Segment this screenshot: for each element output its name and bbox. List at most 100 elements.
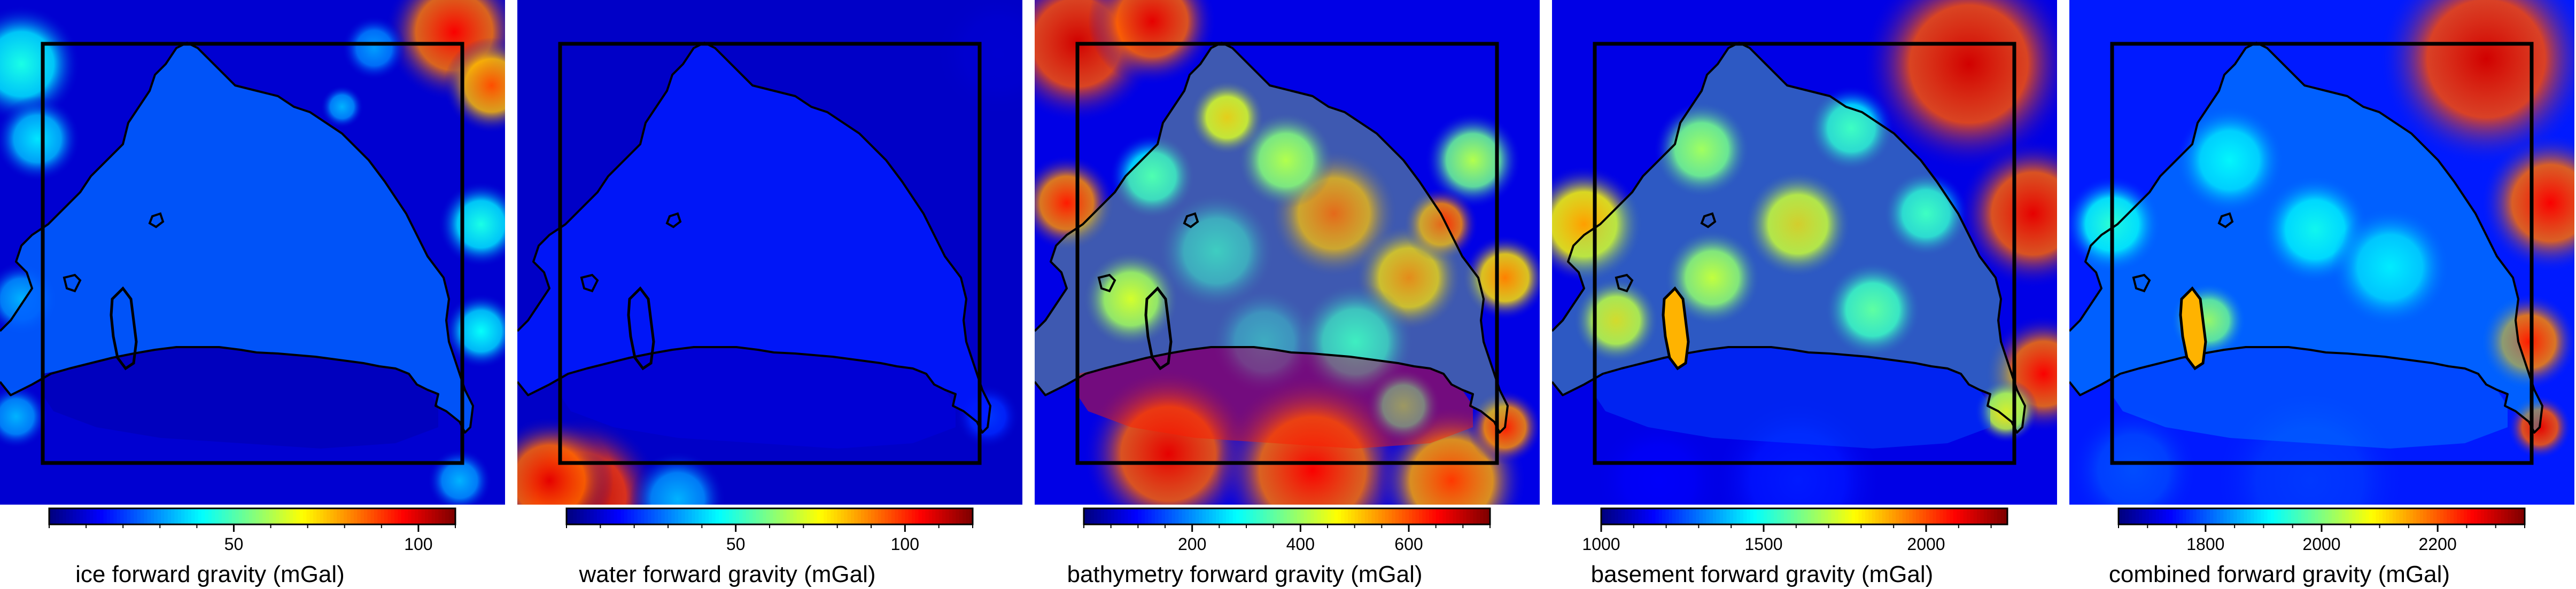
colorbar-swatch — [2119, 508, 2123, 524]
colorbar-swatch — [431, 508, 436, 524]
colorbar-swatch — [120, 508, 125, 524]
island-outline — [1615, 273, 1634, 293]
colorbar-swatch — [1297, 508, 1301, 524]
colorbar-swatch — [384, 508, 389, 524]
colorbar-swatch — [1368, 508, 1372, 524]
colorbar-swatch — [851, 508, 855, 524]
colorbar-swatch — [1706, 508, 1710, 524]
colorbar-swatch — [1334, 508, 1338, 524]
colorbar-swatch — [154, 508, 158, 524]
colorbar-swatch — [2504, 508, 2509, 524]
colorbar-swatch — [2308, 508, 2312, 524]
colorbar-swatch — [884, 508, 889, 524]
coastline-path — [2069, 42, 2543, 434]
colorbar-swatch — [671, 508, 676, 524]
anomaly-blob — [2481, 133, 2574, 272]
colorbar-swatch — [2122, 508, 2126, 524]
colorbar-swatch — [2457, 508, 2461, 524]
colorbar-swatch — [820, 508, 825, 524]
colorbar-swatch — [692, 508, 696, 524]
colorbar-swatch — [1814, 508, 1819, 524]
colorbar-swatch — [1409, 508, 1413, 524]
colorbar-swatch — [1293, 508, 1298, 524]
colorbar-swatch — [1141, 508, 1145, 524]
colorbar-swatch — [1821, 508, 1825, 524]
colorbar-swatch — [864, 508, 868, 524]
colorbar-swatch — [100, 508, 104, 524]
colorbar-swatch — [2139, 508, 2143, 524]
colorbar-label-basement: basement forward gravity (mGal) — [1591, 561, 1934, 587]
colorbar-swatch — [908, 508, 912, 524]
anomaly-blob — [1825, 262, 1921, 358]
colorbar-swatch — [2301, 508, 2306, 524]
colorbar-swatch — [83, 508, 87, 524]
colorbar-swatch — [1114, 508, 1119, 524]
colorbar-swatch — [1399, 508, 1403, 524]
colorbar-swatch — [1222, 508, 1227, 524]
colorbar-swatch — [252, 508, 257, 524]
anomaly-blob — [0, 384, 48, 449]
colorbar-swatch — [1317, 508, 1322, 524]
colorbar-swatch — [1743, 508, 1748, 524]
colorbar-swatch — [238, 508, 243, 524]
colorbar-swatch — [2487, 508, 2492, 524]
anomaly-blob — [1158, 192, 1275, 310]
island-outline — [1097, 273, 1116, 293]
colorbar-swatch — [259, 508, 263, 524]
colorbar-swatch — [69, 508, 74, 524]
colorbar-swatch — [1121, 508, 1125, 524]
colorbar-swatch — [1642, 508, 1646, 524]
colorbar-swatch — [1189, 508, 1193, 524]
colorbar-swatch — [949, 508, 953, 524]
anomaly-blob — [2069, 406, 2198, 505]
colorbar-swatch — [1608, 508, 1612, 524]
anomaly-blob — [321, 85, 363, 128]
colorbar-swatch — [766, 508, 770, 524]
colorbar-swatch — [1950, 508, 1954, 524]
colorbar-swatch — [90, 508, 94, 524]
colorbar-swatch — [228, 508, 232, 524]
colorbar-swatch — [56, 508, 60, 524]
colorbar-swatch — [1679, 508, 1683, 524]
colorbar-swatch — [1246, 508, 1251, 524]
colorbar-swatch — [1364, 508, 1369, 524]
colorbar-swatch — [1385, 508, 1389, 524]
colorbar-swatch — [225, 508, 229, 524]
colorbar-swatch — [130, 508, 135, 524]
colorbar-swatch — [266, 508, 270, 524]
colorbar-swatch — [1848, 508, 1852, 524]
colorbar-swatch — [1090, 508, 1095, 524]
colorbar-swatch — [1226, 508, 1230, 524]
colorbar-swatch — [1192, 508, 1196, 524]
anomaly-blob — [444, 294, 505, 368]
colorbar-swatch — [1375, 508, 1379, 524]
colorbar-swatch — [1875, 508, 1880, 524]
colorbar-swatch — [320, 508, 324, 524]
colorbar-swatch — [1926, 508, 1930, 524]
anomaly-blob — [1552, 166, 1643, 283]
colorbar-swatch — [739, 508, 743, 524]
island-outline — [63, 273, 82, 293]
colorbar-swatch — [1760, 508, 1764, 524]
colorbar-tick-label: 200 — [1178, 535, 1206, 554]
colorbar-swatch — [1382, 508, 1386, 524]
anomaly-blob — [0, 5, 80, 123]
colorbar-basement: 1000 1500 2000 — [1582, 507, 2008, 554]
colorbar-swatch — [1770, 508, 1774, 524]
colorbar-swatch — [245, 508, 250, 524]
colorbar-swatch — [813, 508, 818, 524]
colorbar-swatch — [688, 508, 693, 524]
colorbar-swatch — [942, 508, 946, 524]
colorbar-swatch — [1267, 508, 1271, 524]
colorbar-swatch — [283, 508, 287, 524]
colorbar-swatch — [867, 508, 872, 524]
colorbar-swatch — [2230, 508, 2234, 524]
colorbar-swatch — [1963, 508, 1967, 524]
colorbar-swatch — [66, 508, 70, 524]
colorbar-swatch — [303, 508, 307, 524]
colorbar-swatch — [1977, 508, 1981, 524]
anomaly-blob — [1664, 230, 1760, 326]
colorbar-swatch — [861, 508, 865, 524]
colorbar-swatch — [421, 508, 425, 524]
anomaly-blob — [1595, 417, 1723, 505]
